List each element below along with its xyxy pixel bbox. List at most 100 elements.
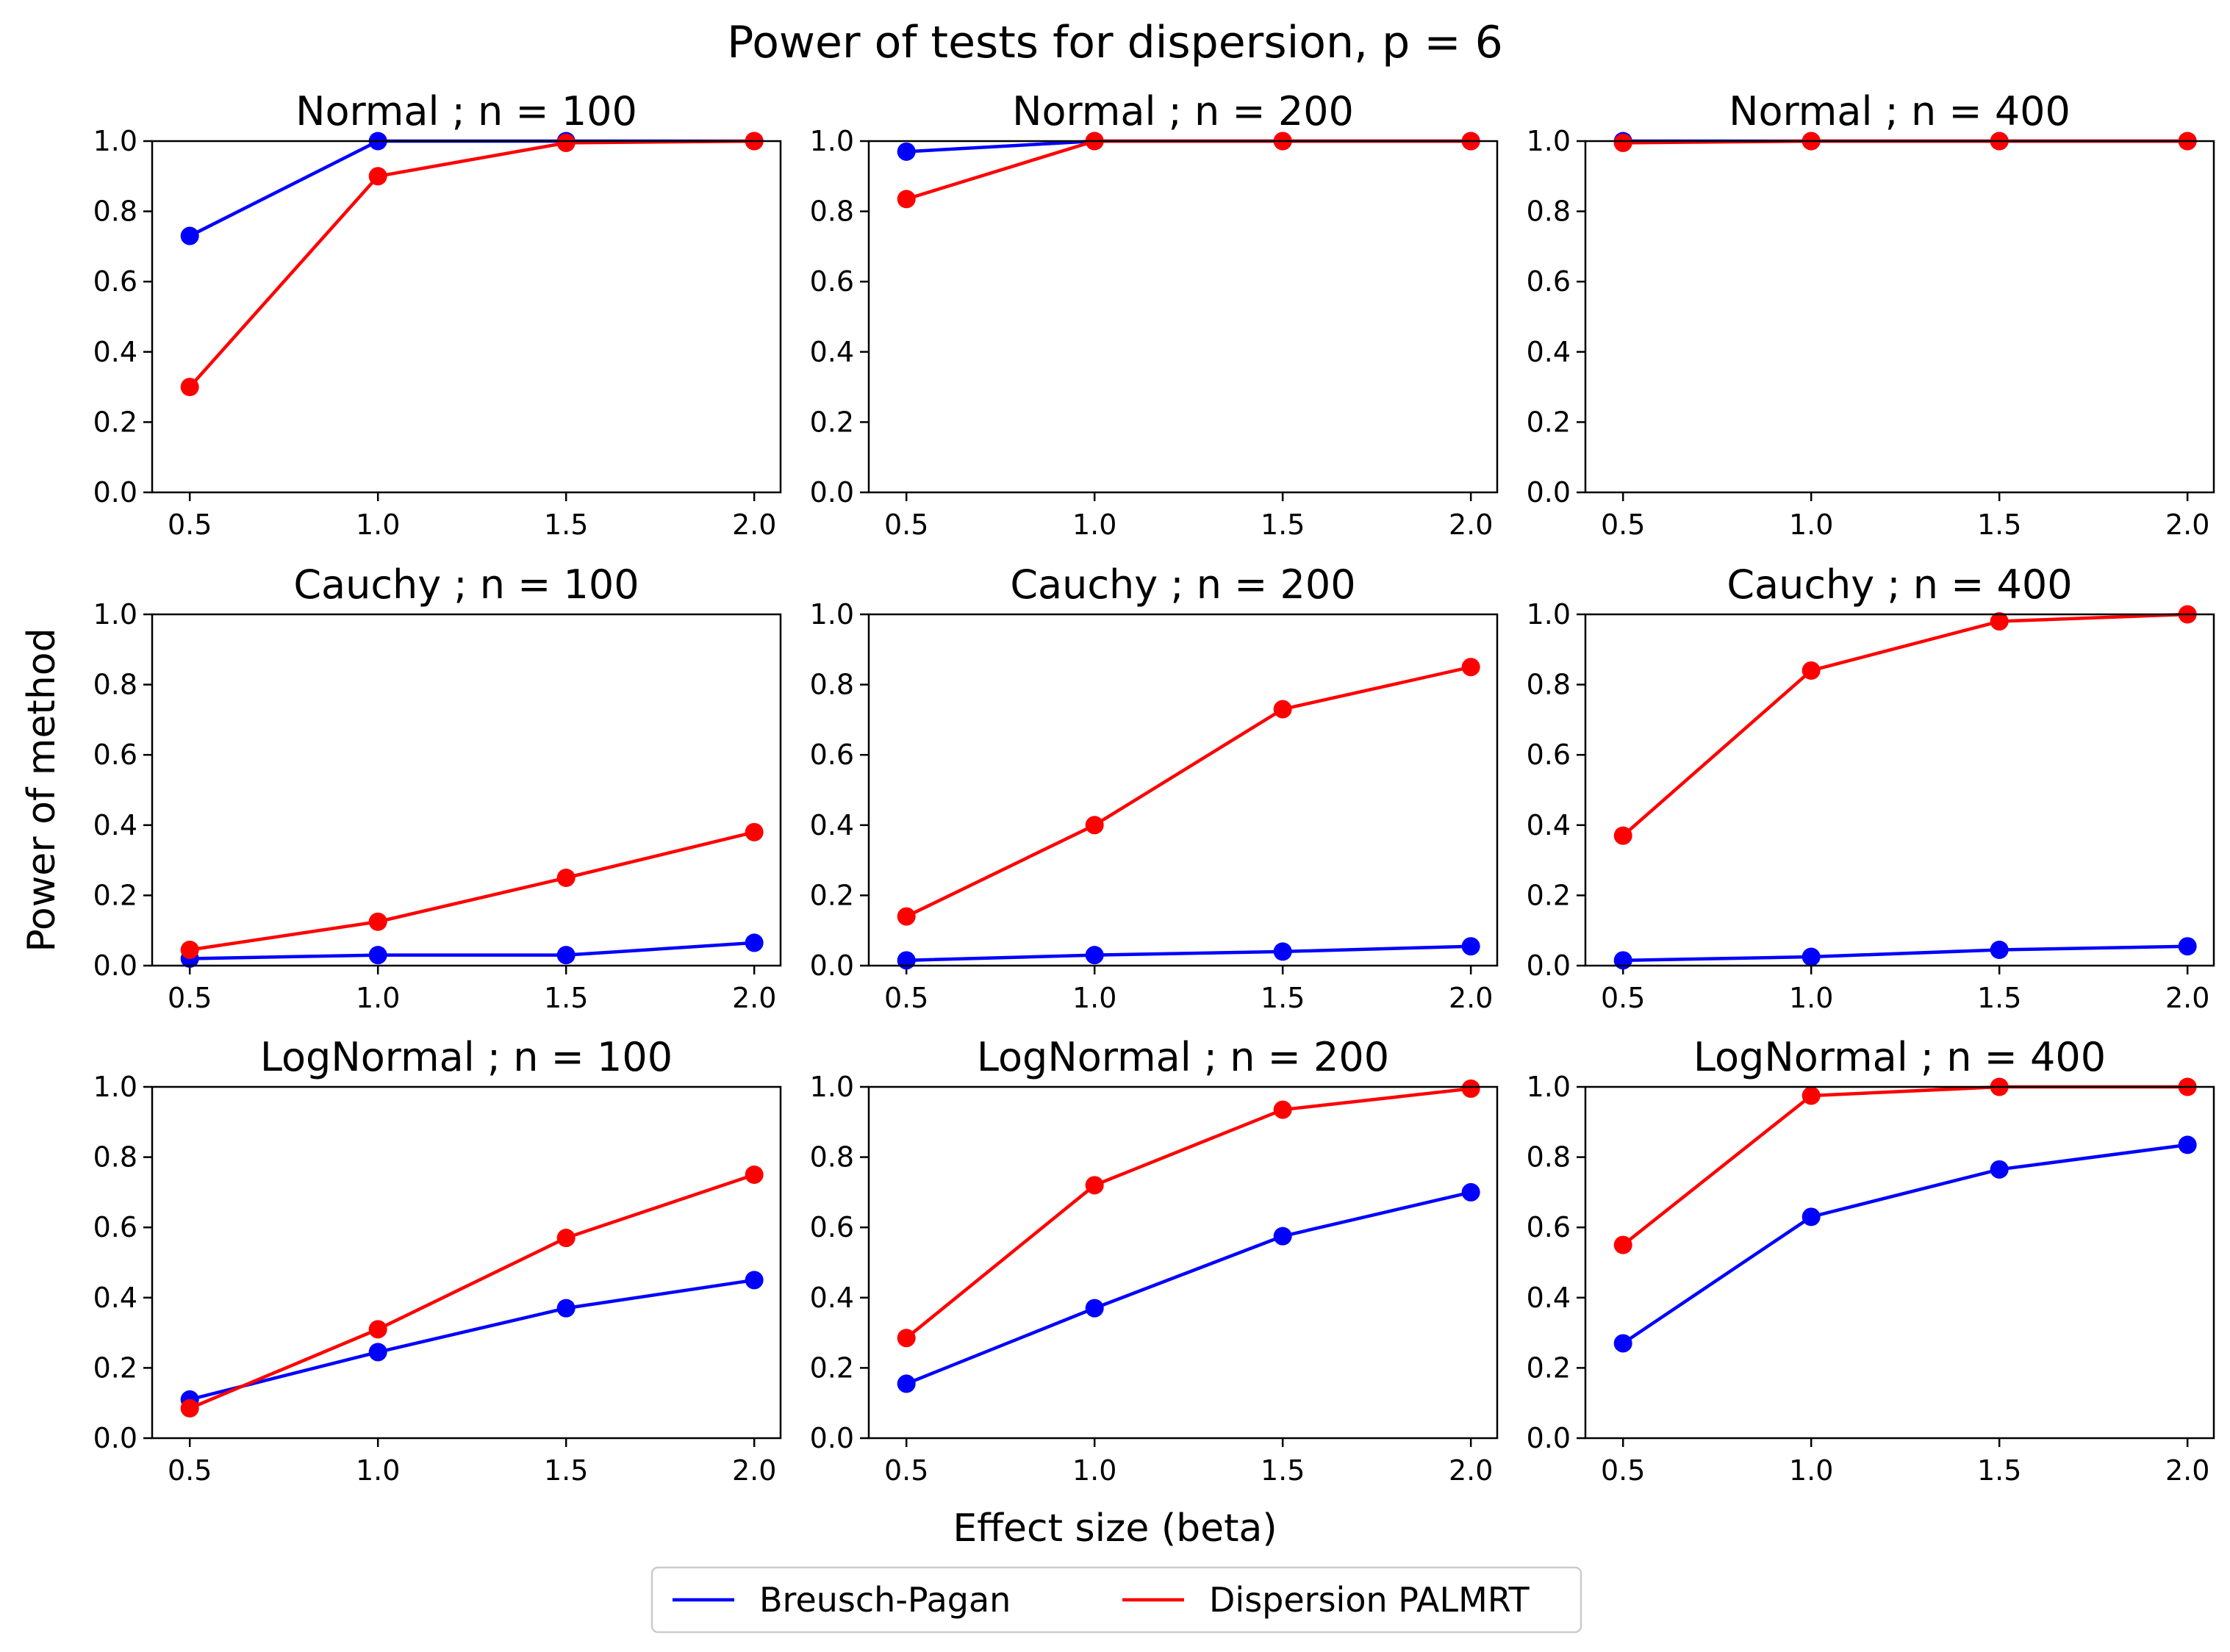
data-point [556,133,576,152]
series-line [906,665,1471,919]
y-tick-label: 0.2 [810,1351,854,1384]
data-point [897,907,916,926]
data-point [897,190,916,209]
legend: Breusch-Pagan Dispersion PALMRT [650,1566,1582,1634]
x-tick-label: 0.5 [1601,509,1645,541]
subplot: Cauchy ; n = 200 0.0 0.2 0.4 0.6 0.8 1.0 0.5 1.0… [810,561,1499,1014]
y-tick-label: 0.0 [93,476,137,509]
y-tick-label: 1.0 [810,598,854,631]
y-tick-label: 0.6 [810,739,854,771]
data-point [2178,1135,2197,1154]
x-tick-label: 1.0 [1789,1454,1833,1487]
y-tick-label: 0.2 [1527,406,1571,438]
series-line [1621,1143,2188,1345]
x-tick-label: 2.0 [1449,1454,1493,1487]
figure-title: Power of tests for dispersion, p = 6 [727,17,1503,68]
subplot: LogNormal ; n = 200 0.0 0.2 0.4 0.6 0.8 1.0 0.5… [810,1034,1499,1487]
data-point [1273,942,1292,961]
axes-frame [867,613,1499,967]
x-tick-label: 2.0 [2165,982,2209,1014]
y-tick-label: 0.4 [1527,809,1571,841]
data-point [1801,947,1821,966]
data-point [368,912,387,931]
series-line [905,1087,1471,1340]
data-point [1461,937,1480,956]
legend-label: Breusch-Pagan [759,1580,1011,1620]
data-point [1801,1207,1821,1227]
data-point [897,951,916,970]
subplot: Normal ; n = 400 0.0 0.2 0.4 0.6 0.8 1.0 0.5 1.0… [1527,88,2215,541]
y-tick-label: 1.0 [93,598,137,631]
data-point [556,869,576,887]
x-tick-label: 0.5 [1601,1454,1645,1487]
y-tick-label: 0.6 [810,265,854,298]
y-tick-label: 0.6 [1527,1211,1571,1243]
x-tick-label: 0.5 [1601,982,1645,1014]
data-point [897,1374,916,1393]
x-tick-label: 1.0 [1072,509,1116,541]
axes-frame [1584,1085,2215,1440]
y-tick-label: 0.2 [1527,879,1571,911]
y-tick-label: 0.4 [1527,336,1571,368]
y-tick-label: 0.4 [810,1282,854,1314]
data-point [1990,1160,2009,1179]
x-tick-label: 0.5 [168,1454,212,1487]
x-tick-label: 1.5 [1977,982,2021,1014]
data-point [745,1166,764,1184]
axes-frame [1584,613,2215,967]
y-tick-label: 1.0 [93,1071,137,1103]
data-point [1273,700,1292,719]
x-tick-label: 0.5 [884,1454,928,1487]
data-point [368,1343,387,1362]
y-tick-label: 0.0 [1527,949,1571,982]
x-tick-label: 1.5 [544,982,588,1014]
data-point [180,940,199,959]
y-tick-label: 0.4 [1527,1282,1571,1314]
series-line [906,944,1471,963]
series-line [189,1278,755,1401]
x-tick-label: 1.0 [356,1454,400,1487]
x-tick-label: 0.5 [884,509,928,541]
data-point [1085,1176,1104,1195]
y-tick-label: 1.0 [1527,125,1571,157]
legend-label: Dispersion PALMRT [1209,1580,1530,1620]
data-point [1613,1334,1632,1353]
x-tick-label: 1.5 [1977,1454,2021,1487]
data-point [1801,1086,1821,1105]
y-tick-label: 0.2 [93,879,137,911]
y-tick-label: 0.8 [93,669,137,701]
subplot-title: LogNormal ; n = 100 [260,1034,673,1080]
data-point [1990,940,2009,959]
subplot: Cauchy ; n = 400 0.0 0.2 0.4 0.6 0.8 1.0 0.5 1.0… [1527,561,2215,1014]
x-tick-label: 2.0 [732,982,776,1014]
data-point [1990,612,2009,631]
x-tick-label: 1.5 [1261,1454,1305,1487]
data-point [1801,661,1821,680]
data-point [1273,1227,1292,1246]
data-point [1085,1299,1104,1318]
x-axis-label: Effect size (beta) [953,1506,1277,1551]
y-tick-label: 0.4 [93,809,137,841]
x-tick-label: 0.5 [884,982,928,1014]
y-tick-label: 0.6 [93,1211,137,1243]
data-point [745,822,764,841]
y-tick-label: 0.0 [810,1422,854,1454]
y-tick-label: 0.8 [93,1141,137,1174]
data-point [368,946,387,965]
data-point [368,1320,387,1339]
y-tick-label: 0.0 [810,949,854,982]
x-tick-label: 1.5 [544,509,588,541]
y-axis-label: Power of method [20,628,64,952]
data-point [180,378,199,397]
subplot-title: Cauchy ; n = 200 [1010,561,1355,608]
x-tick-label: 2.0 [732,1454,776,1487]
data-point [745,1271,764,1290]
x-tick-label: 2.0 [1449,509,1493,541]
y-tick-label: 0.8 [810,669,854,701]
data-point [556,1299,576,1318]
y-tick-label: 0.6 [1527,265,1571,298]
x-tick-label: 1.5 [1261,982,1305,1014]
subplot-title: LogNormal ; n = 200 [977,1034,1389,1080]
series-line [189,1173,755,1410]
